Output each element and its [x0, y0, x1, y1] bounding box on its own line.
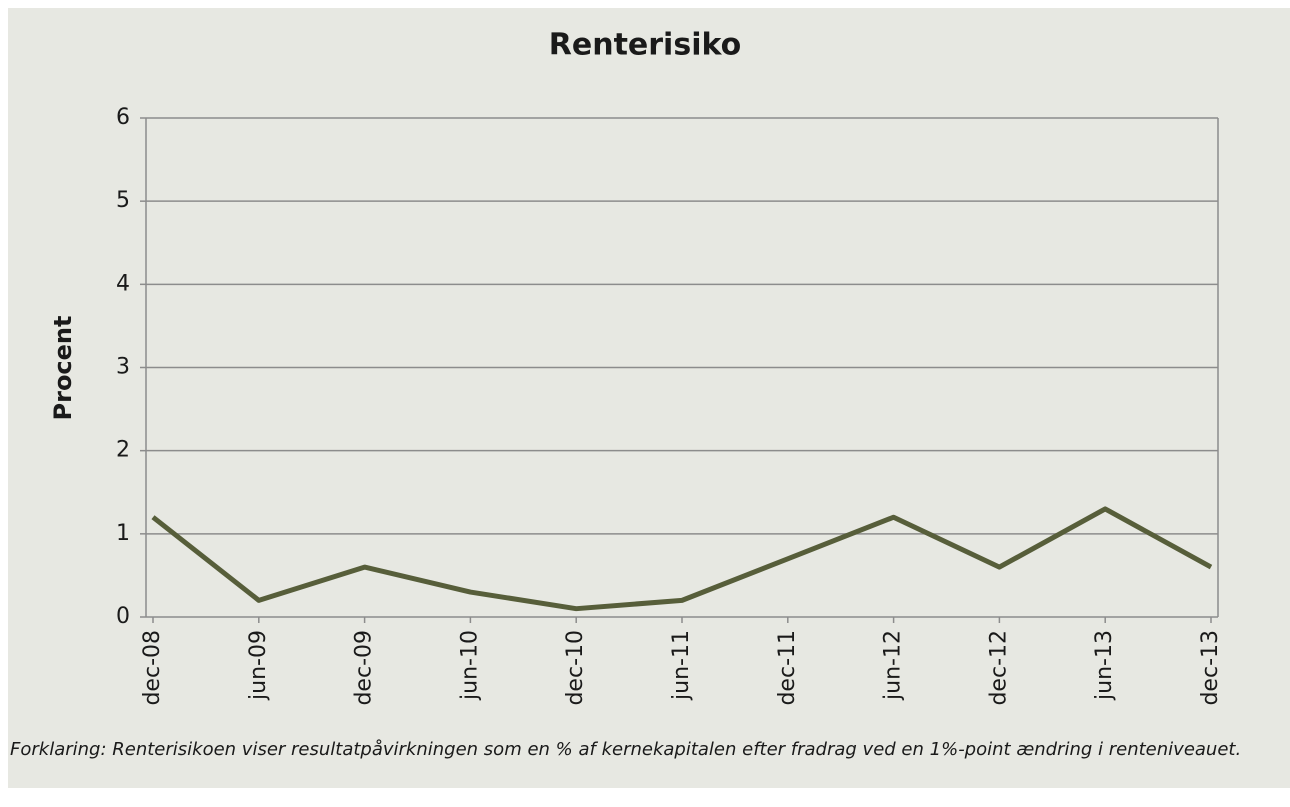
- y-tick-label: 0: [116, 604, 130, 629]
- x-tick-label: dec-10: [563, 630, 588, 706]
- y-tick-label: 1: [116, 521, 130, 546]
- x-tick-label: jun-11: [669, 630, 694, 701]
- x-tick-label: dec-08: [140, 630, 165, 706]
- x-tick-label: jun-13: [1092, 630, 1117, 701]
- x-tick-label: jun-09: [246, 630, 271, 701]
- x-tick-label: dec-12: [986, 630, 1011, 706]
- x-tick-label: jun-12: [881, 630, 906, 701]
- x-tick-label: dec-11: [775, 630, 800, 706]
- y-tick-label: 4: [116, 271, 130, 296]
- y-tick-label: 2: [116, 438, 130, 463]
- y-axis-label: Procent: [49, 316, 77, 421]
- y-tick-label: 6: [116, 105, 130, 130]
- y-tick-label: 5: [116, 188, 130, 213]
- background: [8, 8, 1290, 788]
- x-tick-label: dec-13: [1198, 630, 1223, 706]
- y-tick-label: 3: [116, 355, 130, 380]
- chart-title: Renterisiko: [549, 28, 741, 63]
- x-tick-label: dec-09: [352, 630, 377, 706]
- note: Forklaring: Renterisikoen viser resultat…: [10, 739, 1241, 760]
- x-tick-label: jun-10: [457, 630, 482, 701]
- line: [151, 506, 1213, 612]
